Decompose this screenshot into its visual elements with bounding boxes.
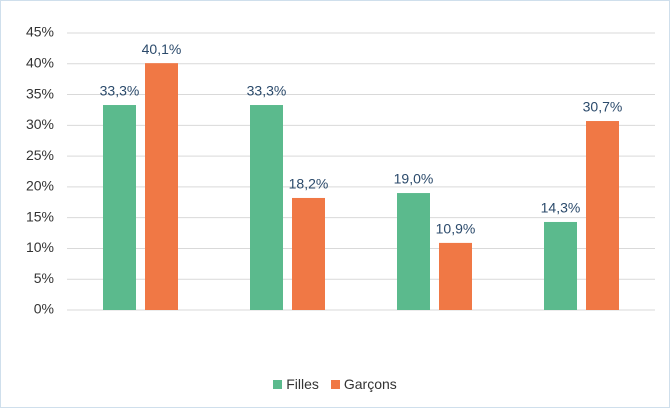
legend: Filles Garçons bbox=[0, 376, 670, 392]
data-label: 10,9% bbox=[436, 221, 476, 237]
data-label: 33,3% bbox=[100, 83, 140, 99]
data-label: 18,2% bbox=[289, 176, 329, 192]
bar bbox=[397, 193, 430, 310]
legend-item: Filles bbox=[273, 376, 319, 392]
bar bbox=[439, 242, 472, 310]
data-label: 40,1% bbox=[142, 41, 182, 57]
legend-item: Garçons bbox=[330, 376, 397, 392]
y-tick-label: 25% bbox=[26, 147, 54, 163]
legend-label: Garçons bbox=[343, 376, 397, 392]
data-label: 19,0% bbox=[394, 171, 434, 187]
y-tick-label: 5% bbox=[34, 270, 54, 286]
y-tick-label: 10% bbox=[26, 239, 54, 255]
legend-label: Filles bbox=[286, 376, 319, 392]
legend-swatch bbox=[330, 380, 340, 389]
data-label: 33,3% bbox=[247, 83, 287, 99]
y-tick-label: 15% bbox=[26, 208, 54, 224]
bar bbox=[103, 105, 136, 311]
legend-swatch bbox=[273, 380, 283, 389]
bar bbox=[586, 121, 619, 310]
bar bbox=[145, 63, 178, 310]
y-tick-label: 30% bbox=[26, 116, 54, 132]
bar bbox=[250, 105, 283, 311]
y-tick-label: 40% bbox=[26, 54, 54, 70]
y-tick-label: 45% bbox=[26, 24, 54, 40]
bar bbox=[292, 197, 325, 310]
y-tick-label: 0% bbox=[34, 301, 54, 317]
data-label: 14,3% bbox=[541, 200, 581, 216]
y-tick-label: 20% bbox=[26, 178, 54, 194]
data-label: 30,7% bbox=[583, 99, 623, 115]
bar bbox=[544, 221, 577, 310]
y-tick-label: 35% bbox=[26, 85, 54, 101]
